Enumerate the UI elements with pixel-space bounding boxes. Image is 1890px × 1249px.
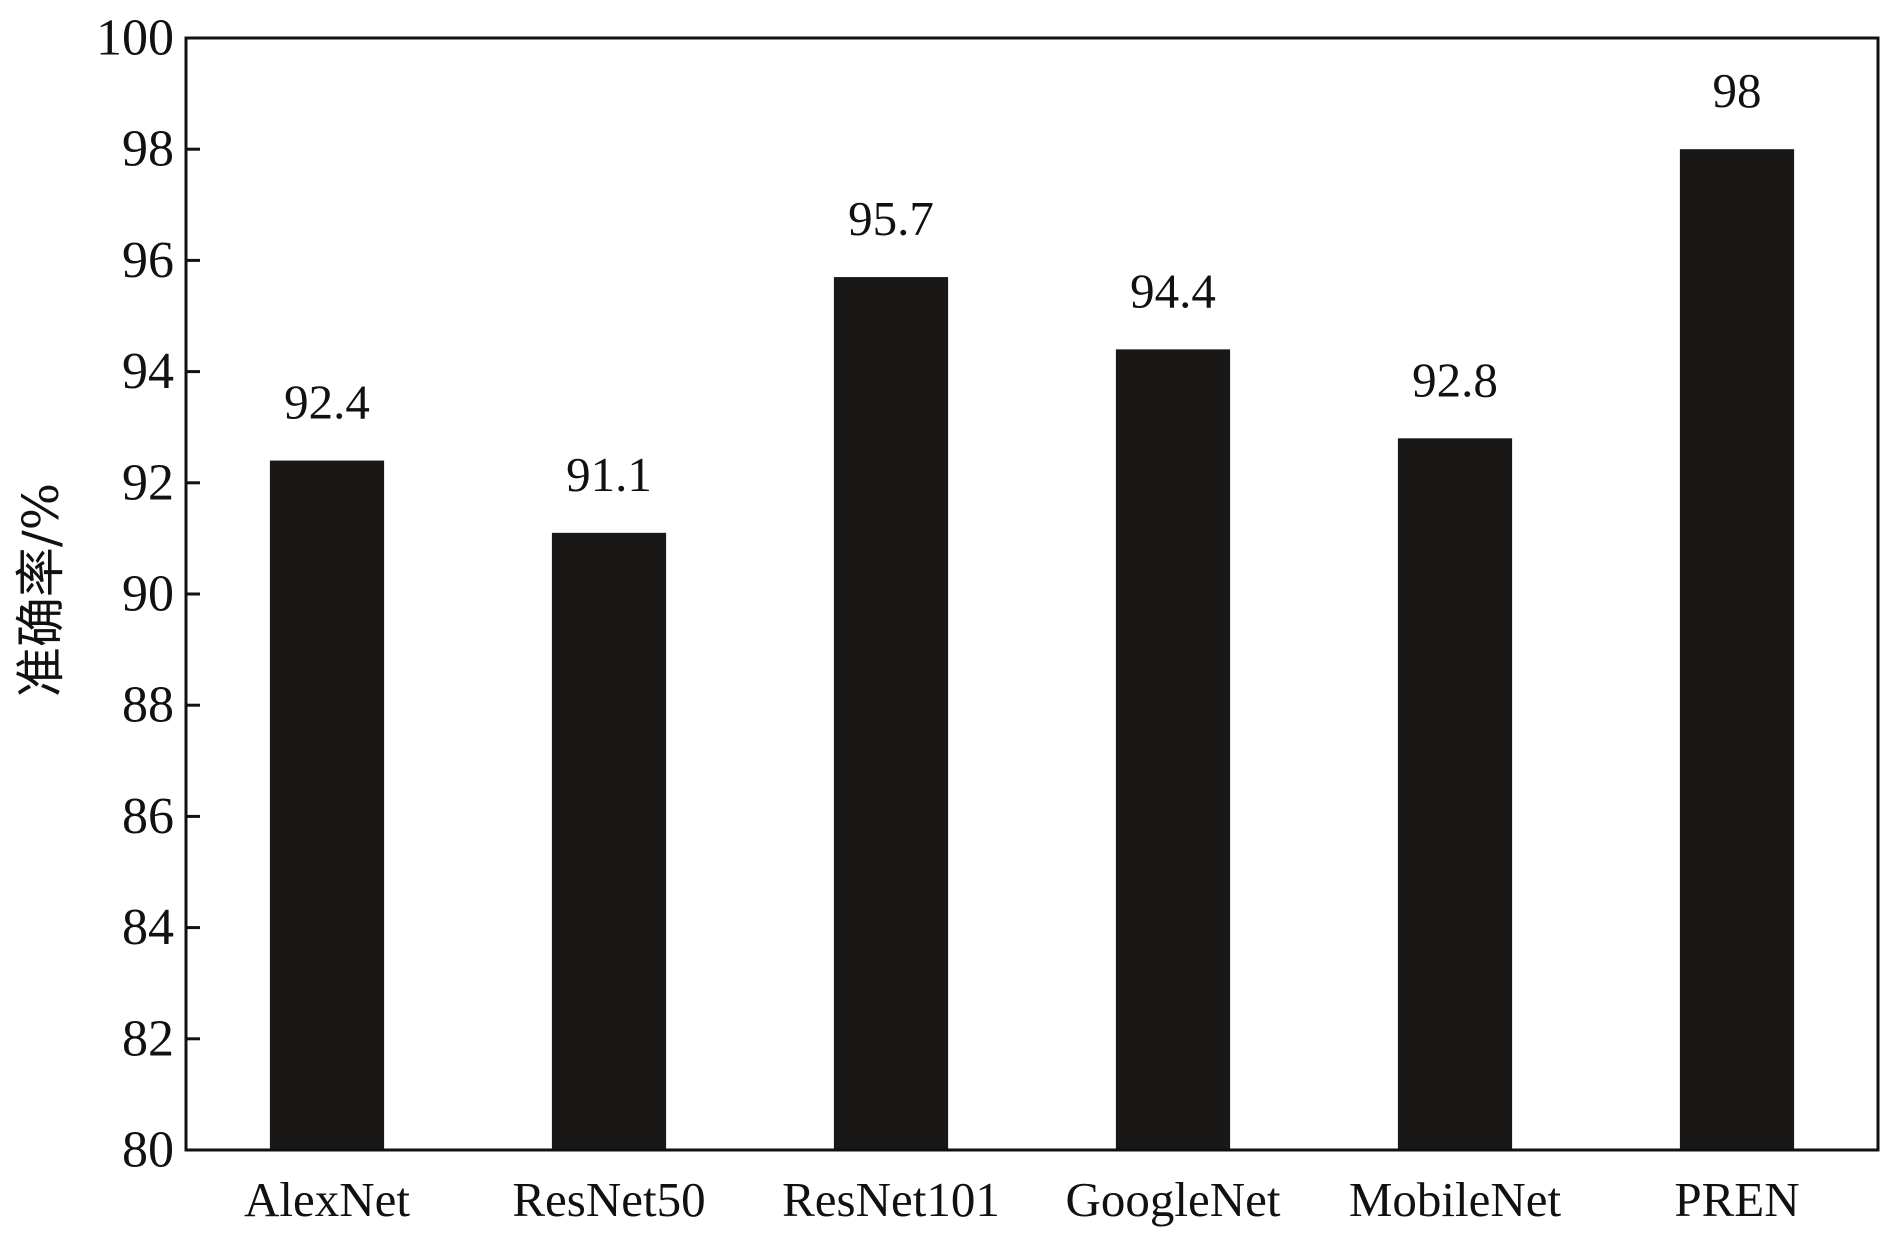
y-tick-label: 88 [122,677,174,734]
data-label: 92.8 [1412,352,1498,407]
y-tick-label: 82 [122,1010,174,1067]
x-tick-label: AlexNet [244,1172,410,1227]
x-tick-label: MobileNet [1349,1172,1562,1227]
bar-mobilenet [1397,438,1513,1150]
y-axis-title: 准确率/% [12,483,70,697]
y-tick-label: 96 [122,232,174,289]
y-tick-label: 84 [122,899,174,956]
bar-googlenet [1115,349,1231,1150]
x-tick-label: ResNet101 [782,1172,1000,1227]
y-tick-label: 98 [122,121,174,178]
bar-pren [1679,149,1795,1150]
y-tick-label: 86 [122,788,174,845]
data-label: 94.4 [1130,263,1216,318]
bar-resnet101 [833,277,949,1151]
x-tick-label: GoogleNet [1066,1172,1281,1227]
bar-alexnet [269,460,385,1150]
data-label: 92.4 [284,375,370,430]
data-label: 95.7 [848,191,934,246]
y-tick-label: 90 [122,566,174,623]
bars [269,149,1795,1151]
plot-frame [184,36,1880,1152]
x-axis: AlexNet ResNet50 ResNet101 GoogleNet MobileN… [244,1172,1800,1227]
x-tick-label: ResNet50 [512,1172,705,1227]
y-tick-label: 80 [122,1122,174,1179]
y-tick-label: 100 [96,10,174,67]
y-tick-label: 92 [122,454,174,511]
y-axis: 80 82 84 86 88 90 92 94 96 98 100 [96,10,200,1179]
bar-resnet50 [551,532,667,1150]
y-tick-label: 94 [122,343,174,400]
data-label: 91.1 [566,447,652,502]
data-labels: 92.4 91.1 95.7 94.4 92.8 98 [284,63,1761,502]
x-tick-label: PREN [1674,1172,1799,1227]
data-label: 98 [1713,63,1762,118]
